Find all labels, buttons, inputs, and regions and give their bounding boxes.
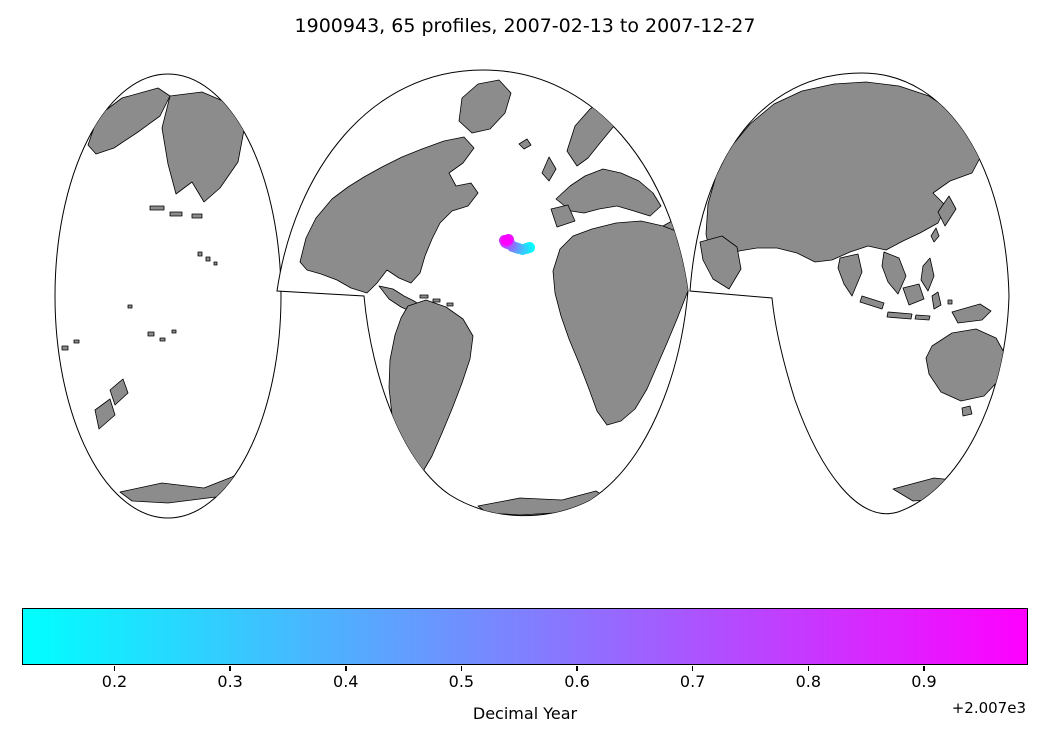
landmass-aleutians <box>191 213 203 219</box>
colorbar-tick-mark <box>113 666 116 671</box>
island-japan <box>937 195 957 227</box>
island-pacific <box>127 304 133 309</box>
island-sumatra <box>859 295 885 310</box>
island-pacific <box>61 345 69 351</box>
colorbar-tick-label: 0.2 <box>101 672 128 691</box>
plot-title: 1900943, 65 profiles, 2007-02-13 to 2007… <box>294 15 756 37</box>
island-pacific <box>73 339 80 344</box>
colorbar-offset-text: +2.007e3 <box>951 699 1026 717</box>
island-philippines <box>920 257 935 292</box>
island-iceland <box>518 138 532 150</box>
island-caribbean <box>432 298 441 303</box>
landmass-asia <box>705 81 982 263</box>
island-moluccas <box>947 299 953 305</box>
colorbar-tick-mark <box>576 666 578 671</box>
island-java <box>886 311 913 320</box>
island-lesser-sunda <box>914 314 931 321</box>
landmass-north-america <box>299 136 479 294</box>
island-pacific <box>159 337 166 342</box>
island-britain <box>541 156 557 182</box>
landmass-europe <box>555 168 662 217</box>
island-hawaii <box>213 261 218 266</box>
island-caribbean <box>419 294 429 299</box>
landmass-india <box>837 253 863 297</box>
landmass-aleutians <box>149 205 165 211</box>
colorbar-tick-mark <box>229 666 231 671</box>
colorbar-tick-label: 0.3 <box>217 672 243 691</box>
colorbar-tick-label: 0.6 <box>564 672 590 691</box>
landmass-australia <box>925 328 1007 402</box>
landmass-indochina <box>881 251 907 295</box>
colorbar-tick-mark <box>460 666 463 671</box>
landmass-africa <box>552 220 688 426</box>
landmass-new-zealand <box>109 378 129 406</box>
landmass-greenland <box>458 79 512 134</box>
island-pacific <box>171 329 177 334</box>
landmass-aleutians <box>169 211 183 217</box>
landmass-new-zealand <box>94 398 116 430</box>
colorbar-tick-mark <box>923 666 925 671</box>
island-japan <box>930 227 940 243</box>
colorbar <box>22 608 1028 665</box>
landmasses-asia <box>699 81 1007 502</box>
island-fiji <box>147 331 155 337</box>
landmass-arabia <box>699 235 742 290</box>
island-sulawesi <box>931 291 942 310</box>
island-caribbean <box>446 302 454 307</box>
colorbar-tick-mark <box>691 666 694 671</box>
island-madagascar <box>700 336 715 383</box>
colorbar-tick-label: 0.7 <box>679 672 706 691</box>
landmass-south-america <box>388 299 474 480</box>
colorbar-label: Decimal Year <box>472 704 578 723</box>
island-hawaii <box>205 256 211 262</box>
colorbar-tick-label: 0.4 <box>333 672 359 691</box>
colorbar-tick-mark <box>345 666 347 671</box>
colorbar-tick-label: 0.9 <box>911 672 937 691</box>
landmass-siberia <box>87 87 171 155</box>
island-borneo <box>902 283 925 306</box>
island-hawaii <box>197 251 203 257</box>
landmass-iberia <box>550 204 576 228</box>
island-tasmania <box>961 405 973 417</box>
colorbar-tick-mark <box>807 666 810 671</box>
colorbar-tick-label: 0.8 <box>795 672 822 691</box>
colorbar-tick-label: 0.5 <box>448 672 475 691</box>
island-new-guinea <box>951 303 992 324</box>
profile-dot <box>500 234 512 246</box>
